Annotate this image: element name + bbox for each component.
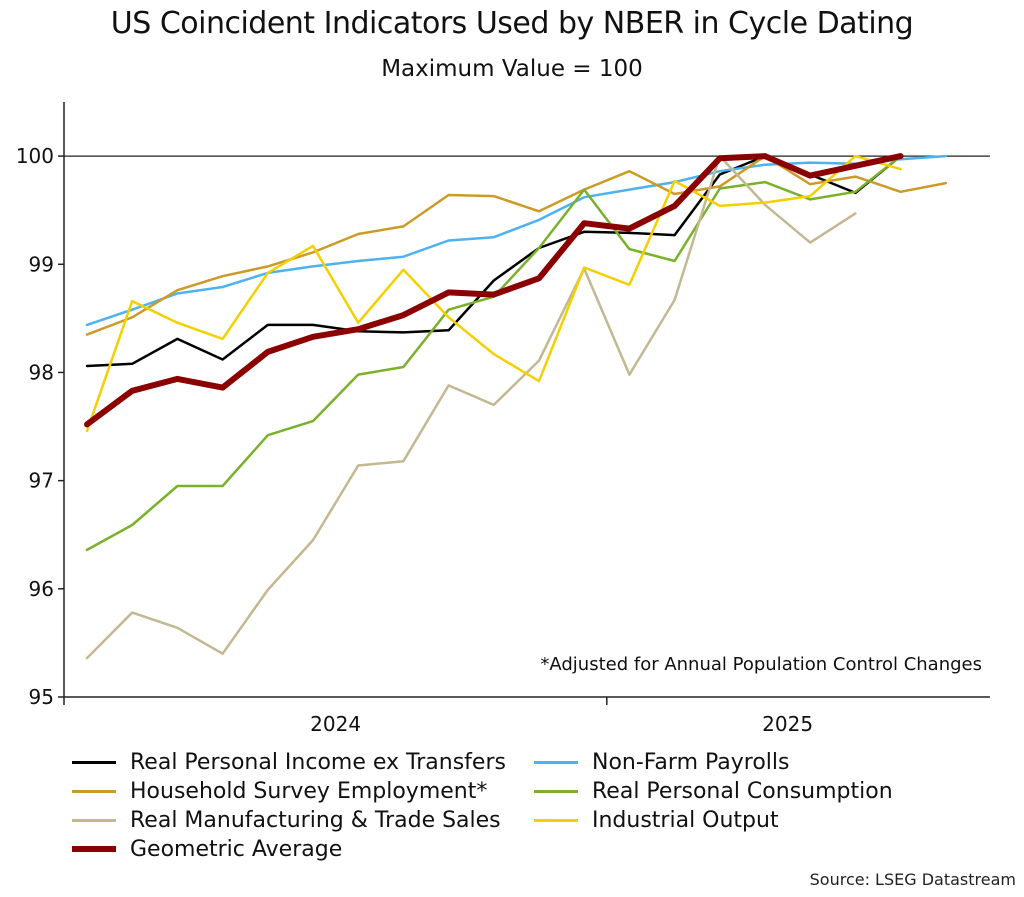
series-line-industrial-output [85, 154, 902, 433]
y-tick-label: 98 [29, 360, 54, 384]
series-line-non-farm-payrolls [85, 154, 948, 327]
legend-item-payrolls: Non-Farm Payrolls [534, 748, 789, 776]
legend-item-sales: Real Manufacturing & Trade Sales [72, 806, 501, 834]
legend-swatch [72, 846, 116, 852]
y-tick-label: 97 [29, 469, 54, 493]
legend-item-geometric: Geometric Average [72, 835, 342, 863]
legend-label: Non-Farm Payrolls [592, 749, 790, 775]
line-chart: 95 96 97 98 99 100 2024 2025 *Adjusted for Annu… [16, 102, 990, 736]
y-tick-label: 99 [29, 252, 54, 276]
series-line-geometric-average [84, 153, 904, 428]
chart-axes: 95 96 97 98 99 100 2024 2025 [16, 102, 990, 736]
legend-swatch [72, 789, 116, 793]
x-tick-label: 2025 [762, 712, 813, 736]
legend-item-consumption: Real Personal Consumption [534, 777, 893, 805]
legend-swatch [534, 789, 578, 793]
legend-label: Real Personal Income ex Transfers [130, 749, 506, 775]
chart-subtitle: Maximum Value = 100 [381, 56, 643, 82]
series-layer [84, 153, 948, 660]
legend-swatch [534, 818, 578, 822]
chart-annotation: *Adjusted for Annual Population Control … [540, 654, 982, 675]
legend-item-income: Real Personal Income ex Transfers [72, 748, 506, 776]
source-note: Source: LSEG Datastream [809, 870, 1016, 889]
legend-swatch [534, 760, 578, 764]
series-line-household-survey-employment [85, 154, 948, 336]
x-tick-label: 2024 [310, 712, 361, 736]
legend-label: Real Manufacturing & Trade Sales [130, 807, 501, 833]
legend-label: Household Survey Employment* [130, 778, 488, 804]
y-tick-label: 96 [29, 577, 54, 601]
legend-label: Geometric Average [130, 836, 343, 862]
y-tick-label: 100 [16, 144, 54, 168]
series-line-real-manufacturing-trade-sales [85, 154, 857, 660]
y-tick-label: 95 [29, 685, 54, 709]
legend-swatch [72, 818, 116, 822]
chart-title: US Coincident Indicators Used by NBER in… [110, 6, 914, 41]
legend-label: Industrial Output [592, 807, 779, 833]
legend-label: Real Personal Consumption [592, 778, 893, 804]
legend-swatch [72, 760, 116, 764]
legend-item-industrial: Industrial Output [534, 806, 779, 834]
legend-item-household: Household Survey Employment* [72, 777, 487, 805]
